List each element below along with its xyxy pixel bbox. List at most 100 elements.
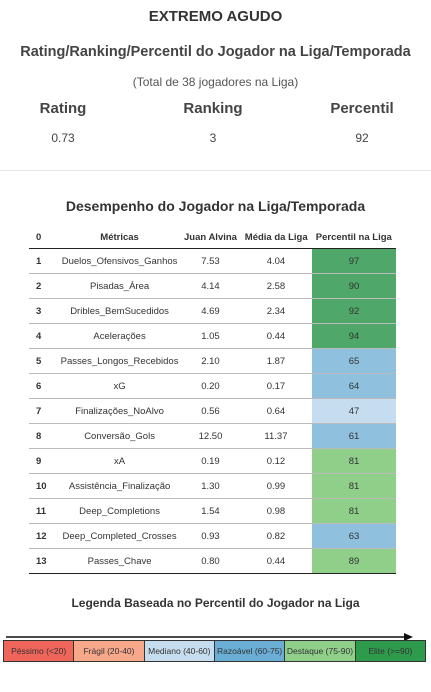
metric-name: Passes_Chave: [59, 548, 181, 574]
legend-item: Razoável (60-75): [214, 641, 286, 661]
legend-item: Destaque (75-90): [285, 641, 356, 661]
percentile-value: 47: [311, 398, 396, 424]
table-row: 9 xA 0.19 0.12 81: [29, 448, 396, 474]
metric-name: Conversão_Gols: [59, 423, 181, 449]
col-header-percentile: Percentil na Liga: [311, 226, 396, 249]
metric-name: Pisadas_Área: [59, 273, 181, 299]
col-header-league: Média da Liga: [240, 226, 312, 249]
row-index: 8: [29, 423, 59, 449]
percentile-value: 81: [311, 473, 396, 499]
league-average: 0.99: [240, 473, 312, 499]
scale-arrow-icon: [6, 633, 413, 641]
row-index: 7: [29, 398, 59, 424]
col-header-index: 0: [29, 226, 59, 249]
table-row: 6 xG 0.20 0.17 64: [29, 373, 396, 399]
league-average: 0.82: [240, 523, 312, 549]
percentile-value: 61: [311, 423, 396, 449]
metric-name: Finalizações_NoAlvo: [59, 398, 181, 424]
percentile-value: 94: [311, 323, 396, 349]
metric-name: Dribles_BemSucedidos: [59, 298, 181, 324]
stat-value: 0.73: [51, 131, 75, 145]
player-value: 0.20: [180, 373, 241, 399]
col-header-player: Juan Alvina: [180, 226, 241, 249]
player-value: 12.50: [180, 423, 241, 449]
stat-label: Ranking: [183, 100, 243, 117]
percentile-value: 64: [311, 373, 396, 399]
metric-name: Deep_Completed_Crosses: [59, 523, 181, 549]
player-value: 1.30: [180, 473, 241, 499]
legend-item: Elite (>=90): [355, 641, 425, 661]
player-value: 0.93: [180, 523, 241, 549]
stat-ranking: Ranking 3: [153, 100, 273, 145]
metric-name: Passes_Longos_Recebidos: [59, 348, 181, 374]
player-value: 1.54: [180, 498, 241, 524]
row-index: 4: [29, 323, 59, 349]
table-row: 5 Passes_Longos_Recebidos 2.10 1.87 65: [29, 348, 396, 374]
percentile-value: 89: [311, 548, 396, 574]
legend-item: Péssimo (<20): [4, 641, 75, 661]
league-average: 0.64: [240, 398, 312, 424]
table-row: 7 Finalizações_NoAlvo 0.56 0.64 47: [29, 398, 396, 424]
league-average: 0.44: [240, 548, 312, 574]
stat-value: 3: [209, 131, 217, 145]
stat-percentile: Percentil 92: [302, 100, 422, 145]
row-index: 11: [29, 498, 59, 524]
row-index: 12: [29, 523, 59, 549]
league-average: 11.37: [240, 423, 312, 449]
row-index: 2: [29, 273, 59, 299]
table-row: 12 Deep_Completed_Crosses 0.93 0.82 63: [29, 523, 396, 549]
row-index: 3: [29, 298, 59, 324]
stat-label: Rating: [39, 100, 87, 117]
percentile-value: 63: [311, 523, 396, 549]
table-row: 13 Passes_Chave 0.80 0.44 89: [29, 548, 396, 574]
percentile-value: 92: [311, 298, 396, 324]
player-value: 1.05: [180, 323, 241, 349]
player-value: 0.56: [180, 398, 241, 424]
league-average: 0.12: [240, 448, 312, 474]
metrics-table: 0 Métricas Juan Alvina Média da Liga Per…: [29, 226, 396, 574]
row-index: 10: [29, 473, 59, 499]
league-average: 2.58: [240, 273, 312, 299]
percentile-value: 90: [311, 273, 396, 299]
metric-name: xG: [59, 373, 181, 399]
stat-value: 92: [355, 131, 369, 145]
league-average: 1.87: [240, 348, 312, 374]
league-average: 2.34: [240, 298, 312, 324]
stat-rating: Rating 0.73: [3, 100, 123, 145]
player-value: 0.19: [180, 448, 241, 474]
row-index: 5: [29, 348, 59, 374]
table-row: 2 Pisadas_Área 4.14 2.58 90: [29, 273, 396, 299]
legend-title: Legenda Baseada no Percentil do Jogador …: [71, 596, 360, 610]
page-subtitle: Rating/Ranking/Percentil do Jogador na L…: [20, 44, 411, 60]
player-value: 4.14: [180, 273, 241, 299]
league-average: 0.98: [240, 498, 312, 524]
metric-name: Acelerações: [59, 323, 181, 349]
row-index: 13: [29, 548, 59, 574]
legend-item: Frágil (20-40): [74, 641, 145, 661]
stat-label: Percentil: [330, 100, 394, 117]
legend-item: Mediano (40-60): [144, 641, 215, 661]
metric-name: Assistência_Finalização: [59, 473, 181, 499]
table-row: 8 Conversão_Gols 12.50 11.37 61: [29, 423, 396, 449]
table-row: 1 Duelos_Ofensivos_Ganhos 7.53 4.04 97: [29, 248, 396, 274]
color-legend: Péssimo (<20) Frágil (20-40) Mediano (40-6…: [3, 640, 426, 662]
player-value: 7.53: [180, 248, 241, 274]
table-title: Desempenho do Jogador na Liga/Temporada: [65, 198, 366, 214]
metric-name: xA: [59, 448, 181, 474]
col-header-metric: Métricas: [59, 226, 181, 249]
table-header-row: 0 Métricas Juan Alvina Média da Liga Per…: [29, 226, 396, 249]
player-value: 4.69: [180, 298, 241, 324]
player-value: 0.80: [180, 548, 241, 574]
row-index: 1: [29, 248, 59, 274]
table-row: 4 Acelerações 1.05 0.44 94: [29, 323, 396, 349]
league-average: 0.44: [240, 323, 312, 349]
divider: [0, 170, 431, 171]
league-average: 4.04: [240, 248, 312, 274]
percentile-value: 81: [311, 498, 396, 524]
percentile-value: 97: [311, 248, 396, 274]
metric-name: Deep_Completions: [59, 498, 181, 524]
league-note: (Total de 38 jogadores na Liga): [132, 75, 299, 89]
row-index: 6: [29, 373, 59, 399]
page-title: EXTREMO AGUDO: [148, 8, 283, 25]
row-index: 9: [29, 448, 59, 474]
